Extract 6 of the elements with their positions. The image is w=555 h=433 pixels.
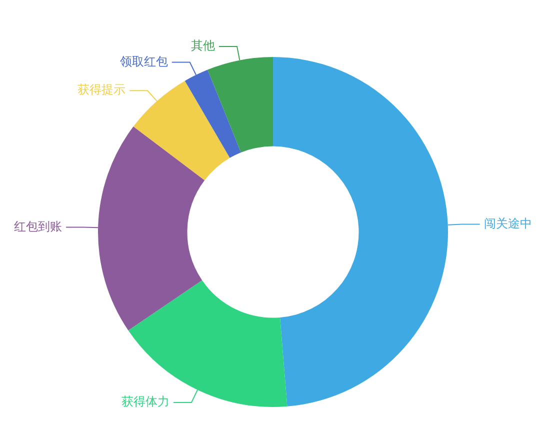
slice-label: 闯关途中 (484, 216, 532, 230)
slice-label: 其他 (191, 38, 215, 53)
slice-label: 获得提示 (78, 82, 126, 97)
slice-label: 领取红包 (120, 54, 168, 68)
slice-label: 红包到账 (14, 219, 62, 234)
slice-label: 获得体力 (121, 394, 170, 409)
